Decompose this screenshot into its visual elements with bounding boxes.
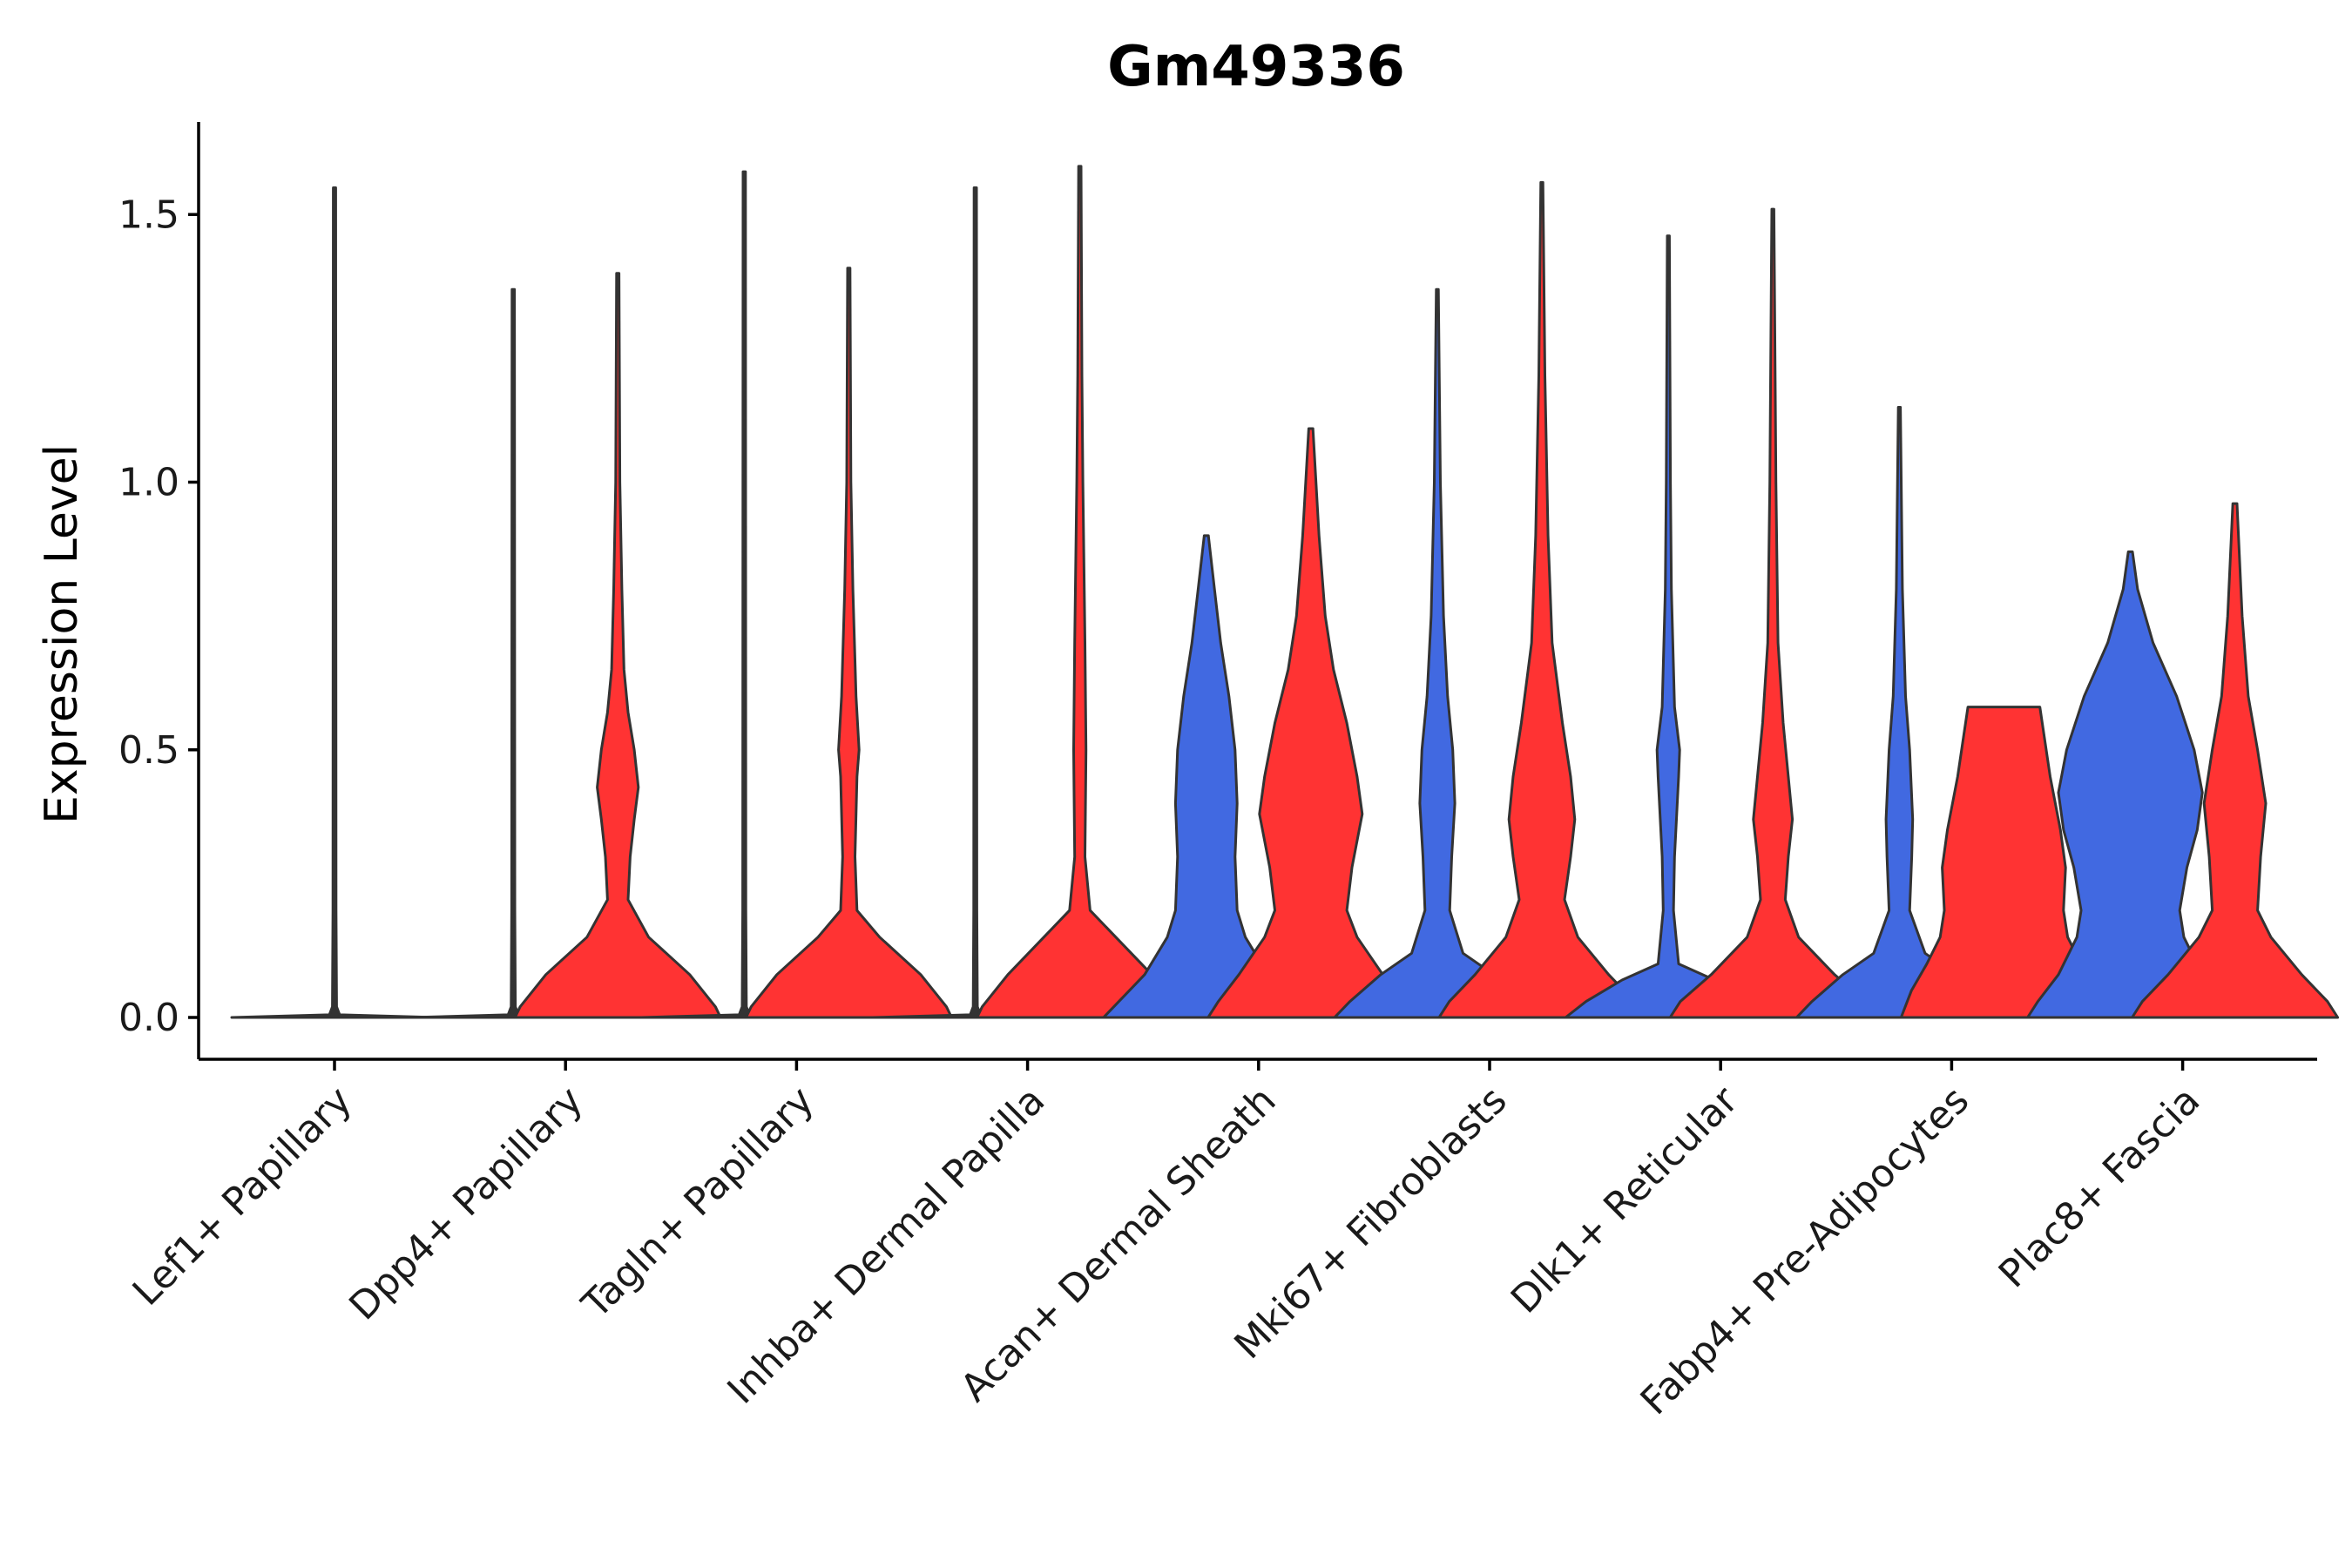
violin-4-group-1 [871,186,1080,1019]
violin-9-group-2 [2131,502,2340,1019]
violin-8-group-2 [1899,706,2108,1019]
x-tick-label: Lef1+ Papillary [125,1078,361,1315]
x-tick-label: Dpp4+ Papillary [341,1078,591,1329]
y-tick-label: 1.0 [118,461,179,505]
y-tick-label: 1.5 [118,193,179,237]
x-tick-label: Plac8+ Fascia [1990,1078,2209,1297]
x-tick-label: Tagln+ Papillary [573,1078,822,1328]
violin-7-group-1 [1564,234,1773,1019]
violin-3-group-2 [744,267,953,1019]
y-tick-label: 0.5 [118,728,179,773]
violin-layer [230,165,2340,1019]
violin-2-group-2 [513,272,722,1019]
violin-2-group-1 [409,287,618,1019]
violin-3-group-1 [639,170,848,1019]
y-axis-title: Expression Level [36,444,88,824]
violin-8-group-1 [1794,406,2004,1019]
violin-9-group-1 [2026,550,2235,1019]
chart-title: Gm49336 [1107,35,1405,99]
violin-5-group-2 [1206,427,1416,1019]
y-tick-label: 0.0 [118,996,179,1040]
violin-1-group-1 [230,186,439,1019]
violin-4-group-2 [976,165,1185,1019]
violin-7-group-2 [1668,207,1877,1019]
violin-6-group-1 [1333,287,1542,1019]
x-tick-label: Dlk1+ Reticular [1503,1078,1747,1322]
violin-6-group-2 [1437,180,1646,1019]
violin-5-group-1 [1102,534,1311,1019]
